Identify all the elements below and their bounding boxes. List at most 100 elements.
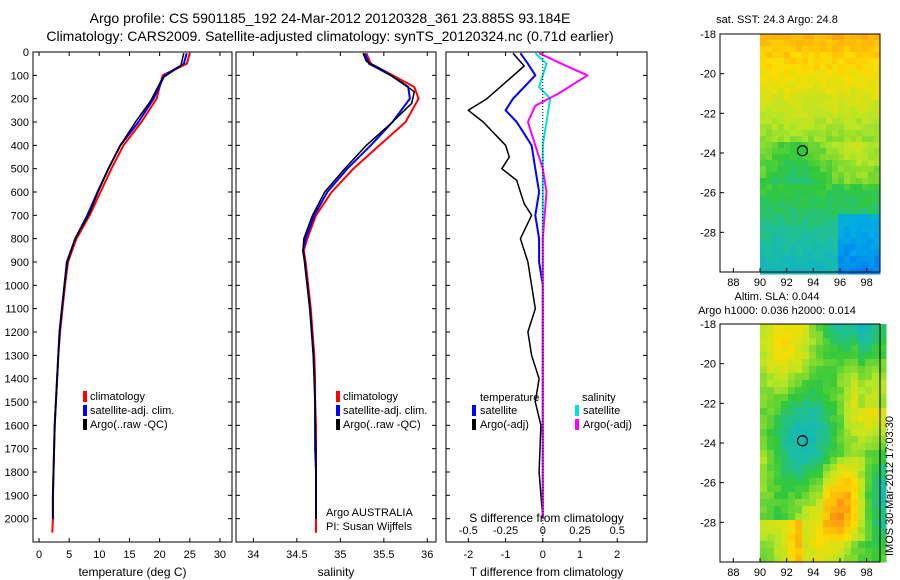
map-cell <box>837 422 845 430</box>
map-cell <box>823 366 831 374</box>
map-cell <box>874 190 881 197</box>
x-tick-label: -2 <box>463 549 473 561</box>
map-cell <box>872 422 880 430</box>
sla-map-subtitle: Argo h1000: 0.036 h2000: 0.014 <box>698 305 856 317</box>
map-cell <box>823 513 831 521</box>
map-cell <box>844 160 851 167</box>
map-cell <box>778 184 785 191</box>
map-cell <box>809 506 817 514</box>
map-cell <box>808 136 815 143</box>
map-cell <box>832 226 839 233</box>
map-cell <box>830 499 838 507</box>
map-cell <box>868 178 875 185</box>
map-cell <box>784 64 791 71</box>
y-tick-label: 1300 <box>5 350 29 362</box>
map-cell <box>816 352 824 360</box>
map-cell <box>809 450 817 458</box>
legend-swatch <box>83 405 87 416</box>
map-cell <box>790 154 797 161</box>
map-cell <box>850 34 857 41</box>
map-cell <box>802 184 809 191</box>
map-cell <box>760 478 768 486</box>
map-cell <box>837 429 845 437</box>
map-cell <box>774 492 782 500</box>
map-cell <box>826 142 833 149</box>
map-cell <box>795 457 803 465</box>
map-cell <box>838 166 845 173</box>
map-cell <box>766 268 773 275</box>
map-cell <box>766 52 773 59</box>
map-cell <box>830 527 838 535</box>
map-cell <box>837 492 845 500</box>
map-cell <box>872 506 880 514</box>
map-cell <box>802 154 809 161</box>
map-cell <box>837 366 845 374</box>
map-cell <box>820 196 827 203</box>
map-cell <box>781 478 789 486</box>
map-cell <box>760 345 768 353</box>
map-cell <box>820 220 827 227</box>
map-cell <box>862 256 869 263</box>
map-cell <box>774 485 782 493</box>
map-cell <box>796 238 803 245</box>
map-cell <box>838 118 845 125</box>
map-cell <box>788 548 796 556</box>
map-cell <box>851 513 859 521</box>
map-cell <box>823 387 831 395</box>
map-cell <box>844 70 851 77</box>
map-cell <box>868 250 875 257</box>
map-cell <box>838 262 845 269</box>
map-cell <box>760 196 767 203</box>
map-cell <box>760 499 768 507</box>
map-cell <box>858 429 866 437</box>
x-tick-label: 15 <box>123 549 135 561</box>
map-cell <box>796 256 803 263</box>
map-cell <box>784 70 791 77</box>
map-cell <box>874 238 881 245</box>
map-cell <box>872 436 880 444</box>
map-cell <box>838 100 845 107</box>
map-cell <box>808 106 815 113</box>
map-cell <box>808 214 815 221</box>
map-cell <box>858 443 866 451</box>
map-cell <box>774 373 782 381</box>
map-cell <box>837 415 845 423</box>
map-cell <box>809 345 817 353</box>
map-cell <box>856 232 863 239</box>
map-cell <box>796 52 803 59</box>
map-cell <box>774 401 782 409</box>
map-cell <box>862 34 869 41</box>
map-cell <box>767 324 775 332</box>
map-cell <box>837 520 845 528</box>
map-cell <box>802 499 810 507</box>
map-cell <box>760 202 767 209</box>
map-cell <box>879 555 887 563</box>
map-cell <box>830 401 838 409</box>
map-cell <box>826 70 833 77</box>
map-cell <box>874 172 881 179</box>
map-cell <box>826 196 833 203</box>
map-cell <box>823 345 831 353</box>
map-cell <box>809 457 817 465</box>
map-cell <box>837 345 845 353</box>
map-cell <box>865 359 873 367</box>
map-cell <box>802 124 809 131</box>
map-cell <box>802 256 809 263</box>
map-cell <box>796 58 803 65</box>
map-cell <box>874 184 881 191</box>
map-cell <box>865 394 873 402</box>
map-cell <box>790 88 797 95</box>
map-cell <box>823 527 831 535</box>
map-cell <box>784 238 791 245</box>
map-cell <box>826 238 833 245</box>
map-cell <box>830 485 838 493</box>
map-cell <box>816 331 824 339</box>
map-cell <box>874 58 881 65</box>
map-cell <box>830 506 838 514</box>
map-cell <box>844 208 851 215</box>
map-cell <box>784 226 791 233</box>
map-cell <box>856 112 863 119</box>
map-cell <box>760 338 768 346</box>
map-cell <box>772 52 779 59</box>
map-cell <box>816 464 824 472</box>
